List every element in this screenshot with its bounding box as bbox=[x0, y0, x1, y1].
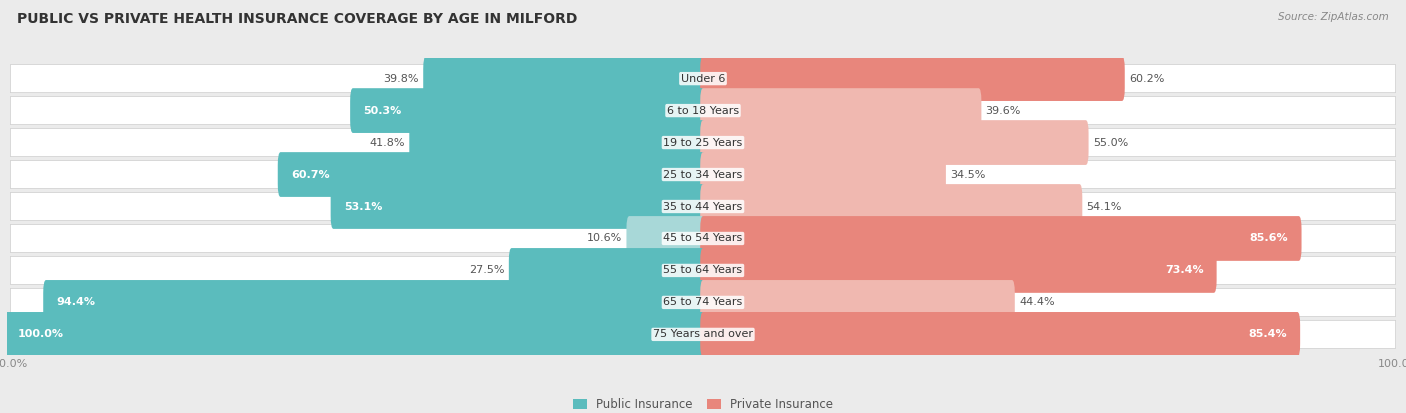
FancyBboxPatch shape bbox=[10, 97, 1396, 125]
Text: 85.4%: 85.4% bbox=[1249, 330, 1286, 339]
Text: 50.3%: 50.3% bbox=[363, 106, 402, 116]
FancyBboxPatch shape bbox=[509, 248, 706, 293]
Text: 6 to 18 Years: 6 to 18 Years bbox=[666, 106, 740, 116]
Text: 34.5%: 34.5% bbox=[950, 169, 986, 180]
FancyBboxPatch shape bbox=[10, 192, 1396, 221]
Text: 100.0%: 100.0% bbox=[17, 330, 63, 339]
Text: 25 to 34 Years: 25 to 34 Years bbox=[664, 169, 742, 180]
Text: 94.4%: 94.4% bbox=[56, 297, 96, 307]
FancyBboxPatch shape bbox=[10, 128, 1396, 157]
Text: 75 Years and over: 75 Years and over bbox=[652, 330, 754, 339]
FancyBboxPatch shape bbox=[278, 152, 706, 197]
Legend: Public Insurance, Private Insurance: Public Insurance, Private Insurance bbox=[569, 394, 837, 413]
FancyBboxPatch shape bbox=[10, 64, 1396, 93]
Text: Source: ZipAtlas.com: Source: ZipAtlas.com bbox=[1278, 12, 1389, 22]
Text: 35 to 44 Years: 35 to 44 Years bbox=[664, 202, 742, 211]
FancyBboxPatch shape bbox=[10, 288, 1396, 316]
FancyBboxPatch shape bbox=[700, 216, 1302, 261]
FancyBboxPatch shape bbox=[700, 312, 1301, 357]
Text: 19 to 25 Years: 19 to 25 Years bbox=[664, 138, 742, 147]
FancyBboxPatch shape bbox=[44, 280, 706, 325]
Text: 10.6%: 10.6% bbox=[588, 233, 623, 244]
FancyBboxPatch shape bbox=[10, 161, 1396, 189]
FancyBboxPatch shape bbox=[423, 56, 706, 101]
Text: 54.1%: 54.1% bbox=[1087, 202, 1122, 211]
FancyBboxPatch shape bbox=[700, 184, 1083, 229]
FancyBboxPatch shape bbox=[409, 120, 706, 165]
FancyBboxPatch shape bbox=[700, 120, 1088, 165]
Text: 65 to 74 Years: 65 to 74 Years bbox=[664, 297, 742, 307]
FancyBboxPatch shape bbox=[627, 216, 706, 261]
FancyBboxPatch shape bbox=[10, 320, 1396, 349]
Text: 44.4%: 44.4% bbox=[1019, 297, 1054, 307]
Text: 55 to 64 Years: 55 to 64 Years bbox=[664, 266, 742, 275]
FancyBboxPatch shape bbox=[10, 256, 1396, 285]
FancyBboxPatch shape bbox=[700, 88, 981, 133]
FancyBboxPatch shape bbox=[700, 152, 946, 197]
Text: 60.2%: 60.2% bbox=[1129, 74, 1164, 83]
FancyBboxPatch shape bbox=[350, 88, 706, 133]
Text: 60.7%: 60.7% bbox=[291, 169, 329, 180]
Text: 55.0%: 55.0% bbox=[1092, 138, 1128, 147]
FancyBboxPatch shape bbox=[700, 56, 1125, 101]
Text: PUBLIC VS PRIVATE HEALTH INSURANCE COVERAGE BY AGE IN MILFORD: PUBLIC VS PRIVATE HEALTH INSURANCE COVER… bbox=[17, 12, 578, 26]
Text: 45 to 54 Years: 45 to 54 Years bbox=[664, 233, 742, 244]
Text: 39.8%: 39.8% bbox=[384, 74, 419, 83]
Text: 85.6%: 85.6% bbox=[1250, 233, 1288, 244]
Text: 53.1%: 53.1% bbox=[344, 202, 382, 211]
Text: 39.6%: 39.6% bbox=[986, 106, 1021, 116]
Text: 27.5%: 27.5% bbox=[470, 266, 505, 275]
Text: 73.4%: 73.4% bbox=[1164, 266, 1204, 275]
Text: Under 6: Under 6 bbox=[681, 74, 725, 83]
FancyBboxPatch shape bbox=[330, 184, 706, 229]
Text: 41.8%: 41.8% bbox=[370, 138, 405, 147]
FancyBboxPatch shape bbox=[4, 312, 706, 357]
FancyBboxPatch shape bbox=[10, 224, 1396, 252]
FancyBboxPatch shape bbox=[700, 248, 1216, 293]
FancyBboxPatch shape bbox=[700, 280, 1015, 325]
